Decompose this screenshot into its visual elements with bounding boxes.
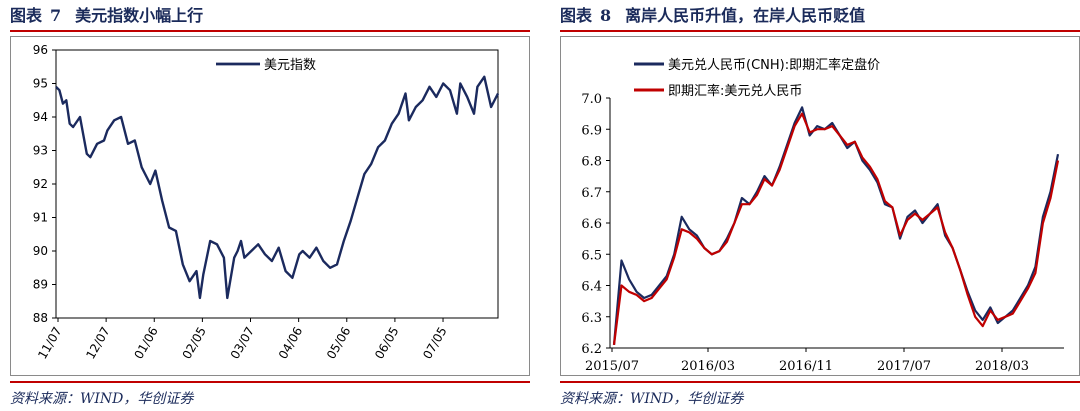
x-tick-label: 05/06: [324, 325, 353, 362]
figure-8-top-rule: [560, 30, 1080, 32]
figure-8-title: 离岸人民币升值，在岸人民币贬值: [625, 6, 866, 25]
figure-7-top-rule: [10, 30, 530, 32]
usd-index-chart: 88 89 90 91 92 93 94 95 96 11/07 12/07 01/06 02/05 03…: [33, 43, 500, 362]
figure-8-bottom-rule: [560, 381, 1080, 383]
y-tick-label: 7.0: [581, 92, 602, 107]
figure-7-number: 7: [50, 6, 62, 25]
figure-7-panel: 图表 7 美元指数小幅上行 88 89 90 91 92 93 94 95 96 11/07 12/07…: [0, 0, 530, 411]
x-tick-label: 11/07: [35, 325, 64, 362]
figure-7-title: 美元指数小幅上行: [75, 6, 204, 25]
figure-7-label: 图表: [10, 6, 43, 25]
x-tick-label: 2016/11: [779, 359, 833, 374]
legend-label-cnh: 美元兑人民币(CNH):即期汇率定盘价: [668, 57, 880, 73]
series-line-usd-index: [55, 75, 500, 300]
y-tick-label: 95: [33, 77, 48, 91]
figure-7-bottom-rule: [10, 381, 530, 383]
x-tick-label: 2018/03: [975, 359, 1029, 374]
x-tick-label: 01/06: [131, 325, 160, 362]
y-tick-label: 6.5: [581, 248, 602, 263]
cny-rate-chart: 6.2 6.3 6.4 6.5 6.6 6.7 6.8 6.9 7.0 2015/07 2016/0…: [581, 57, 1064, 374]
series-line-cny: [612, 112, 1060, 346]
y-tick-label: 6.6: [581, 217, 602, 232]
y-tick-label: 6.4: [581, 280, 602, 295]
x-tick-label: 04/06: [276, 325, 305, 362]
figure-8-source: 资料来源：WIND，华创证券: [560, 391, 744, 407]
series-line-cnh: [612, 106, 1060, 345]
figure-7-source: 资料来源：WIND，华创证券: [10, 391, 194, 407]
y-tick-label: 6.9: [581, 123, 602, 138]
y-tick-label: 91: [33, 211, 48, 225]
x-tick-label: 2017/07: [877, 359, 931, 374]
x-tick-label: 2015/07: [585, 359, 639, 374]
figure-8-header: 图表 8 离岸人民币升值，在岸人民币贬值: [560, 4, 1080, 28]
x-tick-label: 06/05: [372, 325, 401, 362]
y-tick-label: 89: [33, 278, 48, 292]
x-tick-label: 03/07: [228, 325, 257, 362]
y-tick-label: 88: [33, 311, 48, 325]
x-tick-label: 2016/03: [681, 359, 735, 374]
y-tick-label: 94: [33, 110, 48, 124]
usd-index-chart-frame: [10, 36, 530, 376]
legend-label-cny: 即期汇率:美元兑人民币: [668, 83, 802, 99]
y-tick-label: 96: [33, 43, 48, 57]
y-tick-label: 92: [33, 177, 48, 191]
x-tick-label: 12/07: [83, 325, 112, 362]
y-tick-label: 90: [33, 244, 48, 258]
figure-8-panel: 图表 8 离岸人民币升值，在岸人民币贬值 6.2 6.3 6.4 6.5 6.6 6.7 6.8…: [550, 0, 1080, 411]
figure-8-number: 8: [600, 6, 612, 25]
x-tick-label: 07/05: [420, 325, 449, 362]
figure-8-label: 图表: [560, 6, 593, 25]
y-tick-label: 6.2: [581, 342, 602, 357]
y-tick-label: 6.7: [581, 186, 602, 201]
legend-label-usd-index: 美元指数: [264, 58, 316, 73]
x-tick-label: 02/05: [180, 325, 209, 362]
y-tick-label: 6.3: [581, 311, 602, 326]
y-tick-label: 93: [33, 144, 48, 158]
y-tick-label: 6.8: [581, 155, 602, 170]
figure-7-header: 图表 7 美元指数小幅上行: [10, 4, 530, 28]
